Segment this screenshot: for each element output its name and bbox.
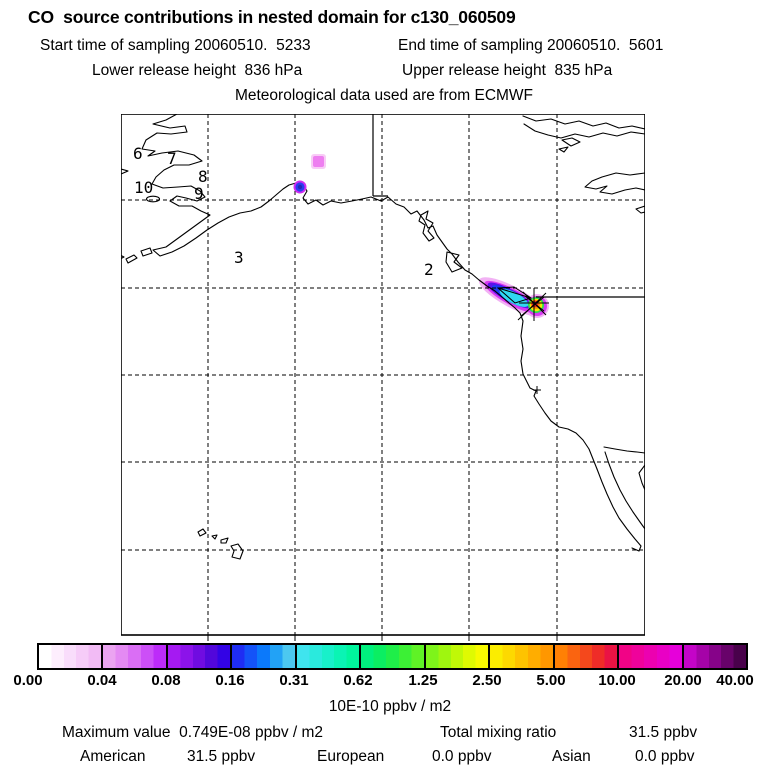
max-value-text: Maximum value 0.749E-08 ppbv / m2	[62, 724, 324, 741]
total-ratio-label: Total mixing ratio	[440, 724, 557, 741]
asian-value: 0.0 ppbv	[635, 748, 695, 765]
coast-mexico-mainland	[603, 446, 645, 491]
axis-ticks	[207, 635, 558, 641]
colorbar-segment	[359, 645, 424, 668]
colorbar-tick-label: 0.31	[279, 672, 309, 689]
colorbar-segment	[681, 645, 746, 668]
colorbar-tick-label: 0.04	[87, 672, 117, 689]
colorbar-tick-label: 0.16	[215, 672, 245, 689]
colorbar-tick-label: 0.00	[13, 672, 43, 689]
colorbar-segment	[230, 645, 295, 668]
coast-hawaii	[197, 528, 244, 560]
colorbar-segment	[294, 645, 360, 668]
colorbar-tick-label: 2.50	[472, 672, 502, 689]
upper-release-text: Upper release height 835 hPa	[402, 62, 613, 79]
coast-arctic-island-c	[584, 172, 645, 195]
waypoint-label-9: 9	[194, 184, 204, 203]
colorbar	[37, 643, 748, 670]
waypoint-label-10: 10	[134, 178, 153, 197]
map: 6 7 8 10 9 3 2	[121, 114, 645, 641]
start-time-text: Start time of sampling 20060510. 5233	[40, 37, 311, 54]
political-borders	[372, 114, 645, 298]
colorbar-tick-label: 0.08	[151, 672, 181, 689]
asian-label: Asian	[552, 748, 591, 765]
coast-baja-pacific	[596, 468, 642, 552]
page-title: CO source contributions in nested domain…	[28, 7, 516, 27]
lower-release-text: Lower release height 836 hPa	[92, 62, 303, 79]
european-value: 0.0 ppbv	[432, 748, 492, 765]
american-value: 31.5 ppbv	[187, 748, 256, 765]
waypoint-labels: 6 7 8 10 9 3 2	[133, 144, 434, 279]
colorbar-tick-label: 10.00	[598, 672, 636, 689]
colorbar-segment	[39, 645, 102, 668]
colorbar-segment	[617, 645, 682, 668]
met-source-text: Meteorological data used are from ECMWF	[234, 87, 534, 104]
anchorage-dot-center	[297, 184, 303, 190]
colorbar-ticks: 0.00 0.04 0.08 0.16 0.31 0.62 1.25 2.50 5.00 10.0…	[0, 672, 768, 692]
coast-haida-gwaii	[418, 210, 435, 242]
colorbar-segment	[165, 645, 231, 668]
american-label: American	[80, 748, 146, 765]
waypoint-label-2: 2	[424, 260, 434, 279]
total-ratio-value: 31.5 ppbv	[629, 724, 698, 741]
colorbar-segment	[552, 645, 618, 668]
coast-arctic-island-b	[558, 137, 581, 153]
waypoint-label-3: 3	[234, 248, 244, 267]
colorbar-tick-label: 20.00	[664, 672, 702, 689]
colorbar-tick-label: 1.25	[408, 672, 438, 689]
colorbar-segment	[101, 645, 166, 668]
coast-waypoint-cross	[533, 386, 541, 394]
colorbar-units: 10E-10 ppbv / m2	[328, 698, 452, 715]
coast-left-fragment	[121, 168, 129, 175]
colorbar-tick-label: 5.00	[536, 672, 566, 689]
end-time-text: End time of sampling 20060510. 5601	[398, 37, 664, 54]
coast-nunivak-island	[145, 195, 161, 203]
flight-track	[496, 286, 549, 394]
border-141w	[372, 114, 388, 197]
colorbar-segment	[423, 645, 489, 668]
pink-cell	[313, 156, 324, 167]
colorbar-tick-label: 0.62	[343, 672, 373, 689]
waypoint-label-6: 6	[133, 144, 143, 163]
map-frame	[121, 114, 645, 636]
coast-vancouver-island	[445, 251, 463, 273]
colorbar-tick-label: 40.00	[716, 672, 754, 689]
release-asterisk	[517, 288, 549, 321]
waypoint-label-8: 8	[198, 167, 208, 186]
coast-arctic-island-a	[522, 115, 645, 139]
colorbar-segment	[488, 645, 553, 668]
coast-baja-gulf	[604, 451, 645, 530]
european-label: European	[317, 748, 385, 765]
coast-right-fragment	[635, 205, 645, 214]
coast-aleutian-islands	[121, 247, 153, 264]
plume-layer-cyan	[499, 289, 529, 307]
coast-alaska-westcoast	[141, 114, 598, 470]
waypoint-label-7: 7	[167, 149, 177, 168]
point-markers	[293, 154, 326, 194]
